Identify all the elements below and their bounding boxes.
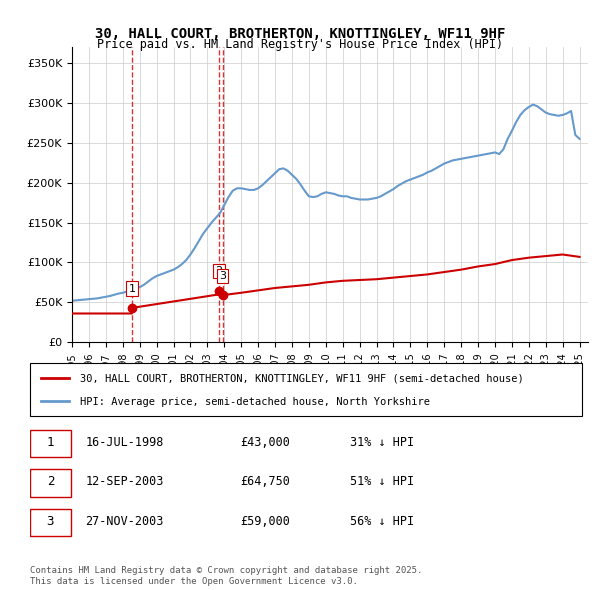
Text: 1: 1 (47, 435, 54, 448)
Text: £59,000: £59,000 (240, 515, 290, 528)
Text: Contains HM Land Registry data © Crown copyright and database right 2025.
This d: Contains HM Land Registry data © Crown c… (30, 566, 422, 586)
Text: 56% ↓ HPI: 56% ↓ HPI (350, 515, 414, 528)
FancyBboxPatch shape (30, 363, 582, 416)
Text: 27-NOV-2003: 27-NOV-2003 (85, 515, 164, 528)
Text: 2: 2 (215, 266, 223, 276)
Text: 31% ↓ HPI: 31% ↓ HPI (350, 435, 414, 448)
Text: 3: 3 (219, 271, 226, 281)
FancyBboxPatch shape (30, 470, 71, 497)
Text: 16-JUL-1998: 16-JUL-1998 (85, 435, 164, 448)
Text: 3: 3 (47, 515, 54, 528)
Text: £43,000: £43,000 (240, 435, 290, 448)
FancyBboxPatch shape (30, 509, 71, 536)
Text: 51% ↓ HPI: 51% ↓ HPI (350, 476, 414, 489)
Text: HPI: Average price, semi-detached house, North Yorkshire: HPI: Average price, semi-detached house,… (80, 397, 430, 407)
Text: 2: 2 (47, 476, 54, 489)
Text: £64,750: £64,750 (240, 476, 290, 489)
Text: Price paid vs. HM Land Registry's House Price Index (HPI): Price paid vs. HM Land Registry's House … (97, 38, 503, 51)
Text: 1: 1 (128, 284, 136, 294)
FancyBboxPatch shape (30, 430, 71, 457)
Text: 30, HALL COURT, BROTHERTON, KNOTTINGLEY, WF11 9HF (semi-detached house): 30, HALL COURT, BROTHERTON, KNOTTINGLEY,… (80, 374, 523, 384)
Text: 12-SEP-2003: 12-SEP-2003 (85, 476, 164, 489)
Text: 30, HALL COURT, BROTHERTON, KNOTTINGLEY, WF11 9HF: 30, HALL COURT, BROTHERTON, KNOTTINGLEY,… (95, 27, 505, 41)
